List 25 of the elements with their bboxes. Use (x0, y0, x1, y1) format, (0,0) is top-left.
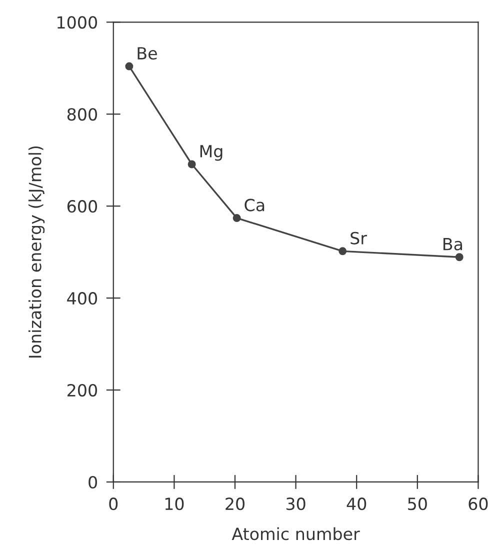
annotation: Ca (244, 198, 264, 212)
annotation: Ba (444, 238, 462, 250)
x-tick-label: 50 (408, 498, 427, 510)
point (188, 160, 196, 168)
point (125, 62, 134, 70)
point (455, 253, 464, 262)
x-tick-label: 0 (109, 498, 118, 510)
y-tick-label: 400 (67, 292, 98, 305)
x-tick-label: 30 (286, 498, 306, 510)
annotation: Sr (350, 232, 367, 244)
point (232, 214, 241, 222)
y-tick-label: 200 (68, 384, 98, 397)
y-tick-label: 600 (67, 200, 98, 213)
x-tick-label: 40 (346, 498, 366, 510)
y-tick-label: 0 (88, 476, 98, 489)
annotation: Be (138, 47, 157, 60)
y-axis-title: Ionization energy (kJ/mol) (28, 146, 45, 358)
y-tick-label: 800 (67, 108, 98, 121)
annotation: Mg (200, 145, 222, 161)
x-tick-label: 60 (468, 498, 488, 510)
point (338, 247, 347, 256)
x-tick-label: 10 (165, 498, 184, 510)
y-tick-label: 1000 (58, 16, 98, 29)
x-tick-label: 20 (226, 498, 244, 510)
x-axis-title: Atomic number (232, 527, 360, 540)
